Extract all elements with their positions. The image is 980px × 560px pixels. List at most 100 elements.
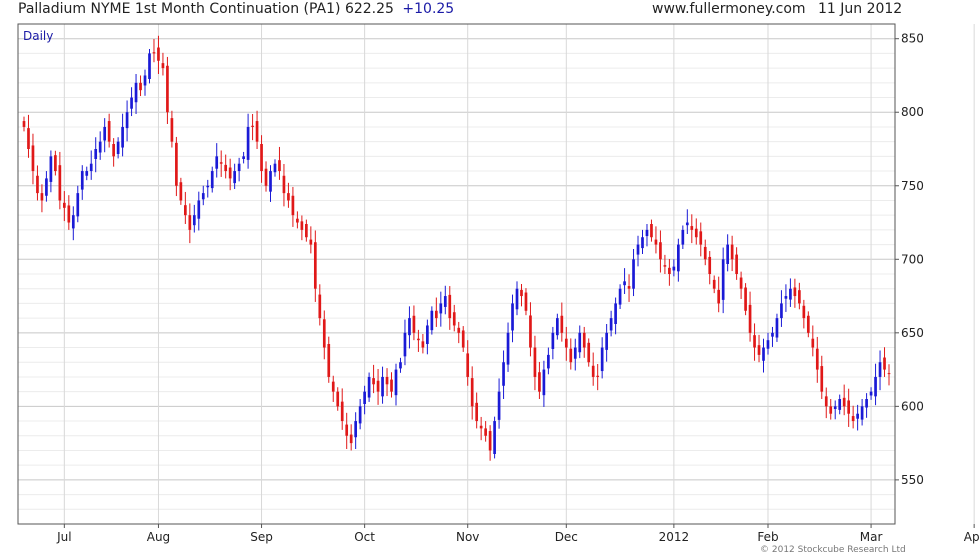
- candle-down: [524, 292, 528, 311]
- candle-down: [448, 294, 452, 319]
- y-axis: 550 600 650 700 750 800 850: [895, 32, 924, 487]
- candle-down: [224, 164, 228, 172]
- candle-down: [717, 289, 721, 304]
- candle-down: [157, 47, 160, 61]
- candle-up: [443, 296, 447, 307]
- candle-up: [125, 112, 129, 129]
- candle-down: [757, 345, 761, 355]
- candle-down: [107, 121, 111, 142]
- x-tick-label: Feb: [757, 530, 778, 544]
- candle-down: [479, 425, 483, 429]
- candle-up: [672, 266, 676, 271]
- candle-down: [887, 373, 891, 375]
- candle-down: [31, 145, 35, 172]
- candle-up: [130, 97, 133, 109]
- candle-up: [618, 288, 622, 305]
- candle-down: [345, 424, 349, 436]
- candle-up: [515, 288, 519, 310]
- candle-down: [327, 344, 331, 377]
- candle-up: [547, 354, 550, 369]
- candle-down: [331, 381, 335, 392]
- candle-down: [569, 348, 573, 363]
- candle-down: [560, 315, 564, 333]
- price-change: +10.25: [402, 1, 455, 17]
- candle-down: [184, 205, 187, 216]
- candle-up: [246, 126, 250, 160]
- candle-up: [860, 406, 864, 420]
- candle-down: [708, 256, 712, 274]
- candle-up: [242, 156, 245, 159]
- candle-down: [663, 265, 667, 267]
- candle-down: [730, 244, 734, 260]
- candle-up: [856, 413, 859, 419]
- x-tick-label: Sep: [250, 530, 273, 544]
- candle-up: [210, 171, 214, 189]
- x-tick-label: Oct: [354, 530, 375, 544]
- candle-up: [506, 332, 510, 365]
- candle-down: [322, 319, 326, 348]
- y-tick-label: 550: [901, 473, 924, 487]
- candle-up: [80, 171, 84, 190]
- candle-up: [381, 376, 384, 397]
- candle-down: [300, 221, 304, 230]
- candle-up: [641, 237, 644, 249]
- candle-up: [426, 325, 429, 344]
- candle-up: [623, 281, 626, 286]
- x-tick-label: 2012: [659, 530, 690, 544]
- candle-up: [555, 318, 559, 336]
- candle-down: [139, 82, 142, 91]
- candle-up: [775, 318, 779, 338]
- candle-up: [784, 296, 788, 299]
- candle-down: [798, 290, 801, 304]
- candle-down: [309, 239, 313, 245]
- candle-up: [605, 332, 608, 350]
- candle-up: [865, 399, 868, 408]
- candle-up: [201, 193, 205, 200]
- candle-down: [739, 277, 743, 289]
- candle-down: [219, 162, 223, 164]
- candle-down: [851, 416, 855, 422]
- y-tick-label: 800: [901, 105, 924, 119]
- candle-up: [269, 171, 272, 192]
- candle-down: [753, 335, 756, 348]
- candle-up: [85, 171, 89, 176]
- source-website[interactable]: www.fullermoney.com: [652, 1, 806, 17]
- candle-down: [40, 193, 44, 201]
- candle-up: [430, 310, 434, 331]
- candle-down: [699, 231, 703, 245]
- chart-grid: [18, 23, 975, 525]
- candle-down: [417, 338, 420, 341]
- candle-up: [551, 332, 555, 349]
- candle-down: [815, 348, 819, 370]
- candle-up: [367, 376, 371, 398]
- x-tick-label: Apr: [964, 530, 980, 544]
- candle-up: [771, 332, 774, 337]
- candle-down: [466, 353, 470, 377]
- y-tick-label: 750: [901, 179, 924, 193]
- candle-down: [806, 315, 810, 333]
- candle-up: [762, 347, 765, 361]
- candle-down: [712, 279, 716, 289]
- candle-up: [408, 318, 411, 336]
- candle-up: [874, 376, 877, 397]
- candle-up: [609, 318, 613, 331]
- candle-up: [726, 244, 729, 264]
- y-tick-label: 850: [901, 32, 924, 46]
- y-tick-label: 650: [901, 326, 924, 340]
- candle-up: [45, 178, 48, 196]
- candle-up: [121, 126, 124, 148]
- candle-down: [372, 378, 375, 385]
- candle-down: [27, 128, 30, 149]
- candle-up: [573, 347, 577, 359]
- chart-header: Palladium NYME 1st Month Continuation (P…: [0, 0, 980, 20]
- candle-up: [789, 288, 792, 300]
- x-axis: JulAugSepOctNovDec2012FebMarAprMayJun: [56, 524, 980, 544]
- candle-down: [313, 242, 317, 289]
- candle-up: [645, 229, 649, 237]
- last-price: 622.25: [344, 1, 394, 17]
- candle-up: [497, 391, 501, 420]
- candle-up: [358, 406, 362, 424]
- candle-down: [255, 121, 259, 142]
- candle-down: [735, 254, 738, 274]
- candle-up: [103, 126, 107, 141]
